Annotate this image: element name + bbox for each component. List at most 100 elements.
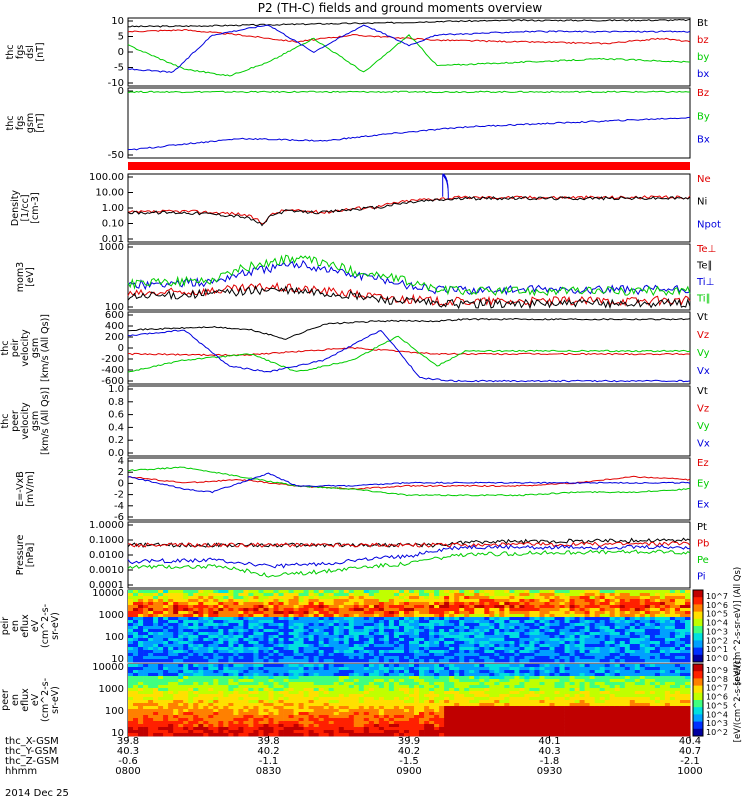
spectrogram-cell (343, 715, 350, 719)
spectrogram-cell (489, 679, 495, 683)
spectrogram-cell (484, 647, 490, 651)
spectrogram-cell (138, 700, 144, 704)
spectrogram-cell (318, 653, 325, 657)
spectrogram-cell (414, 599, 420, 603)
spectrogram-cell (659, 596, 666, 600)
spectrogram-cell (399, 635, 405, 639)
spectrogram-cell (168, 706, 174, 710)
y-label-line: en (10, 620, 21, 632)
spectrogram-cell (464, 721, 470, 725)
spectrogram-cell (373, 611, 380, 615)
spectrogram-cell (669, 659, 676, 663)
spectrogram-cell (464, 667, 470, 671)
spectrogram-cell (233, 650, 239, 654)
spectrogram-cell (429, 641, 435, 645)
spectrogram-cell (539, 602, 545, 606)
spectrogram-cell (429, 703, 435, 707)
spectrogram-cell (388, 608, 395, 612)
spectrogram-cell (293, 650, 299, 654)
spectrogram-cell (228, 709, 234, 713)
spectrogram-cell (303, 697, 309, 701)
spectrogram-cell (619, 632, 626, 636)
spectrogram-cell (243, 641, 249, 645)
spectrogram-cell (373, 706, 380, 710)
spectrogram-cell (313, 679, 320, 683)
spectrogram-cell (509, 712, 515, 716)
spectrogram-cell (263, 641, 269, 645)
spectrogram-cell (203, 608, 209, 612)
spectrogram-cell (378, 700, 385, 704)
spectrogram-cell (288, 614, 294, 618)
spectrogram-cell (654, 593, 661, 597)
spectrogram-cell (544, 706, 550, 710)
spectrogram-cell (534, 614, 540, 618)
spectrogram-cell (263, 602, 269, 606)
spectrogram-cell (674, 599, 681, 603)
spectrogram-cell (253, 602, 259, 606)
spectrogram-cell (489, 611, 495, 615)
spectrogram-cell (644, 605, 651, 609)
spectrogram-cell (434, 641, 440, 645)
legend-Vz: Vz (697, 330, 709, 341)
spectrogram-cell (459, 659, 465, 663)
spectrogram-cell (328, 703, 335, 707)
spectrogram-cell (263, 733, 269, 737)
spectrogram-cell (358, 721, 365, 725)
spectrogram-cell (664, 626, 671, 630)
spectrogram-cell (293, 679, 299, 683)
spectrogram-cell (464, 685, 470, 689)
spectrogram-cell (559, 659, 565, 663)
spectrogram-cell (263, 608, 269, 612)
spectrogram-cell (373, 590, 380, 594)
spectrogram-cell (474, 712, 480, 716)
spectrogram-cell (424, 712, 430, 716)
spectrogram-cell (499, 596, 505, 600)
spectrogram-cell (429, 664, 435, 668)
spectrogram-cell (258, 685, 264, 689)
spectrogram-cell (474, 670, 480, 674)
spectrogram-cell (549, 682, 555, 686)
spectrogram-cell (198, 700, 204, 704)
spectrogram-cell (258, 694, 264, 698)
spectrogram-cell (484, 653, 490, 657)
spectrogram-cell (449, 614, 455, 618)
spectrogram-cell (383, 593, 390, 597)
spectrogram-cell (514, 647, 520, 651)
spectrogram-cell (148, 670, 154, 674)
spectrogram-cell (343, 590, 350, 594)
spectrogram-cell (434, 706, 440, 710)
spectrogram-cell (429, 724, 435, 728)
spectrogram-cell (444, 703, 450, 707)
spectrogram-cell (529, 593, 535, 597)
spectrogram-cell (313, 673, 320, 677)
spectrogram-cell (353, 691, 360, 695)
spectrogram-cell (318, 670, 325, 674)
spectrogram-cell (619, 599, 626, 603)
spectrogram-cell (544, 730, 550, 734)
spectrogram-cell (388, 664, 395, 668)
spectrogram-cell (424, 599, 430, 603)
spectrogram-cell (368, 709, 375, 713)
spectrogram-cell (138, 697, 144, 701)
spectrogram-cell (419, 602, 425, 606)
spectrogram-cell (268, 650, 274, 654)
spectrogram-cell (358, 709, 365, 713)
spectrogram-cell (133, 638, 139, 642)
spectrogram-cell (629, 605, 636, 609)
spectrogram-cell (454, 623, 460, 627)
spectrogram-cell (544, 709, 550, 713)
spectrogram-cell (128, 650, 134, 654)
spectrogram-cell (253, 667, 259, 671)
spectrogram-cell (248, 659, 254, 663)
spectrogram-cell (609, 644, 616, 648)
spectrogram-cell (263, 727, 269, 731)
spectrogram-cell (504, 614, 510, 618)
spectrogram-cell (163, 650, 169, 654)
spectrogram-cell (288, 676, 294, 680)
spectrogram-cell (278, 641, 284, 645)
spectrogram-cell (258, 593, 264, 597)
spectrogram-cell (168, 602, 174, 606)
spectrogram-cell (559, 623, 565, 627)
spectrogram-cell (193, 617, 199, 621)
spectrogram-cell (644, 614, 651, 618)
